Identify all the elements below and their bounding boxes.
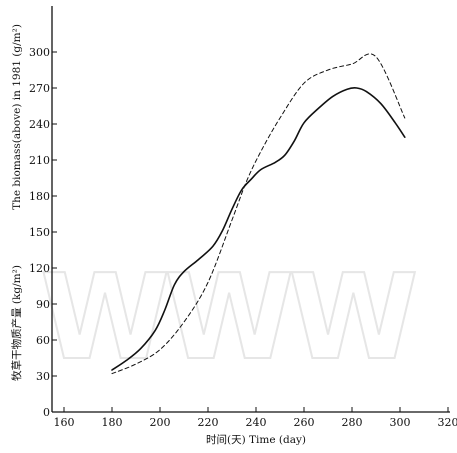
- y-tick-label: 180: [29, 190, 50, 203]
- x-tick-label: 320: [438, 416, 457, 429]
- y-tick-label: 150: [29, 226, 50, 239]
- y-tick-label: 60: [36, 334, 50, 347]
- x-axis-title: 时间(天) Time (day): [206, 433, 306, 446]
- x-tick-label: 280: [342, 416, 363, 429]
- y-tick-label: 270: [29, 82, 50, 95]
- x-tick-label: 160: [54, 416, 75, 429]
- y-tick-label: 210: [29, 154, 50, 167]
- x-tick-label: 300: [390, 416, 411, 429]
- x-tick-label: 240: [246, 416, 267, 429]
- y-axis-title-bottom: 牧草干物质产量 (kg/m²): [10, 265, 23, 381]
- y-tick-label: 0: [43, 406, 50, 419]
- x-tick-label: 220: [198, 416, 219, 429]
- watermark: WWW: [40, 248, 415, 386]
- y-tick-label: 120: [29, 262, 50, 275]
- y-tick-label: 90: [36, 298, 50, 311]
- y-tick-label: 240: [29, 118, 50, 131]
- label-layer: 时间(天) Time (day) The biomass(above) in 1…: [10, 24, 306, 446]
- y-tick-label: 300: [29, 46, 50, 59]
- series-layer: [111, 53, 406, 375]
- dashed-series-line: [111, 53, 406, 375]
- y-axis-title-top: The biomass(above) in 1981 (g/m²): [11, 24, 23, 210]
- x-tick-label: 260: [294, 416, 315, 429]
- solid-series-line: [111, 87, 406, 371]
- y-tick-label: 30: [36, 370, 50, 383]
- axes-layer: 0 30 60 90 120 150 180 210 240 270 300 160 180 200 220…: [29, 6, 457, 429]
- x-tick-label: 200: [150, 416, 171, 429]
- x-tick-label: 180: [102, 416, 123, 429]
